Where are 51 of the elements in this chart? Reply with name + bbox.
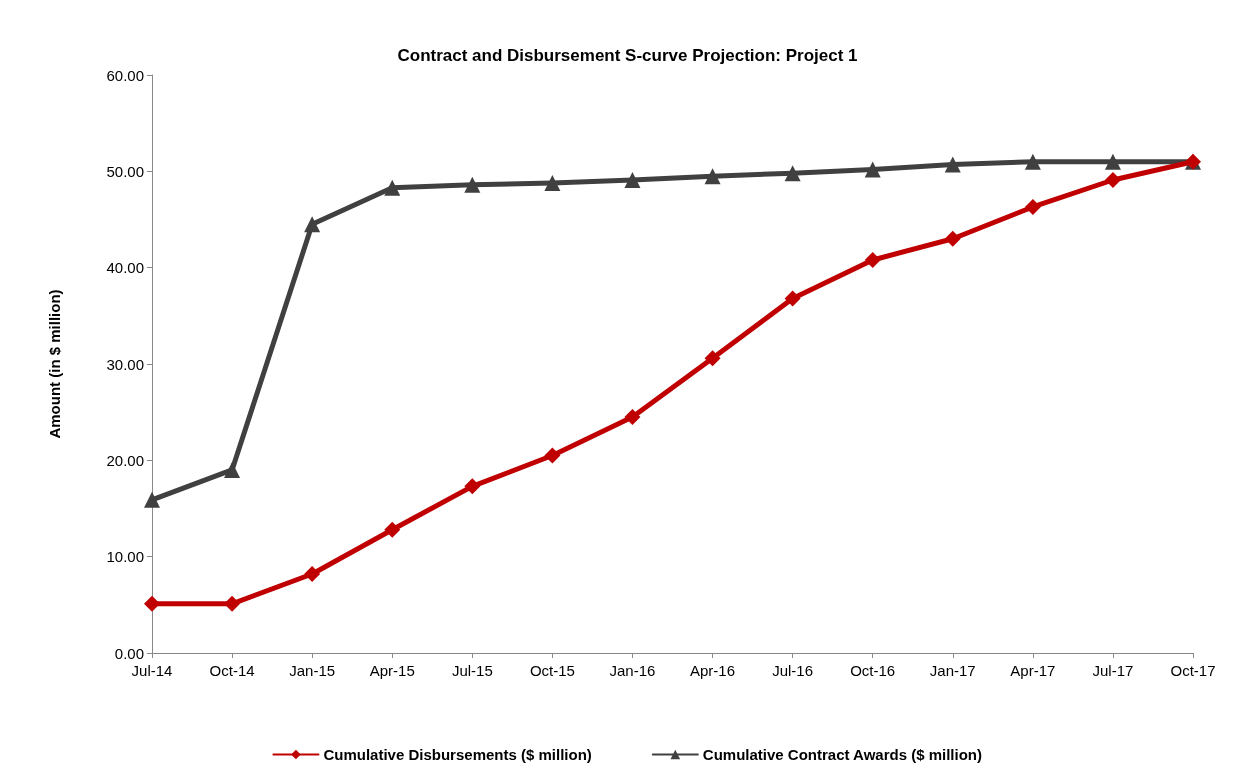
point: [384, 179, 401, 196]
point: [144, 491, 160, 508]
point: [624, 172, 641, 188]
point: [304, 216, 321, 233]
point: [544, 174, 561, 191]
x-tick-label: Jan-17: [929, 662, 976, 679]
y-tick-label: 40.00: [106, 259, 144, 277]
x-tick-label: Apr-16: [690, 662, 736, 679]
point: [864, 161, 881, 178]
point: [544, 447, 561, 464]
point: [1104, 172, 1121, 188]
point: [224, 461, 241, 478]
x-tick-label: Jul-14: [131, 662, 173, 679]
legend-label: Cumulative Contract Awards ($ million): [702, 746, 983, 763]
x-tick-label: Oct-16: [850, 662, 896, 679]
x-tick-label: Apr-15: [369, 662, 415, 679]
x-tick-label: Jul-15: [451, 662, 493, 679]
legend-label: Cumulative Disbursements ($ million): [323, 746, 592, 763]
point: [1024, 198, 1041, 215]
point: [784, 290, 801, 307]
y-tick-label: 50.00: [106, 162, 144, 180]
point: [384, 521, 401, 538]
point: [944, 156, 961, 173]
point: [864, 251, 881, 268]
x-tick-label: Oct-15: [529, 662, 575, 679]
x-tick-label: Jul-16: [772, 662, 814, 679]
y-tick-label: 10.00: [106, 548, 144, 566]
point: [144, 595, 160, 612]
point: [464, 478, 481, 495]
y-tick-label: 20.00: [106, 451, 144, 469]
point: [1024, 153, 1041, 170]
x-tick-label: Jan-15: [289, 662, 336, 679]
x-tick-label: Oct-14: [209, 662, 255, 679]
point: [784, 165, 801, 182]
point: [304, 566, 321, 583]
point: [1104, 153, 1121, 170]
point: [624, 408, 641, 425]
y-tick-label: 60.00: [106, 66, 144, 84]
point: [224, 595, 241, 612]
x-tick-label: Apr-17: [1010, 662, 1056, 679]
x-tick-label: Jan-16: [609, 662, 656, 679]
y-axis-title: Amount (in $ million): [46, 289, 63, 439]
point: [944, 230, 961, 247]
point: [704, 168, 721, 185]
point: [704, 350, 721, 367]
point: [464, 176, 481, 193]
x-tick-label: Oct-17: [1170, 662, 1216, 679]
y-tick-label: 30.00: [106, 355, 144, 373]
chart-title: Contract and Disbursement S-curve Projection: Project 1: [397, 46, 858, 65]
x-tick-label: Jul-17: [1092, 662, 1134, 679]
y-tick-label: 0.00: [114, 644, 144, 662]
